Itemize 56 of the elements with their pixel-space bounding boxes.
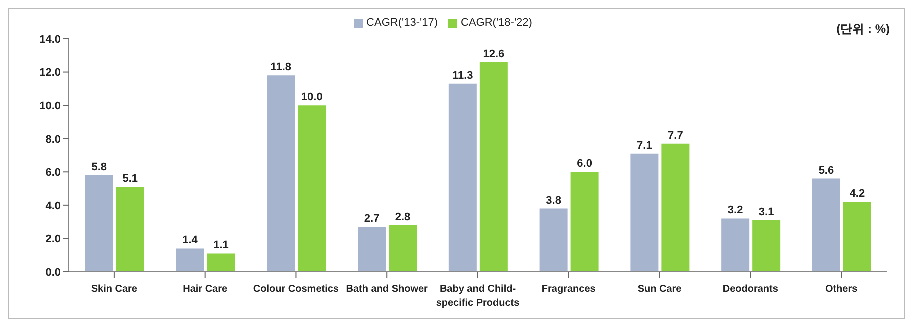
x-tick-label: Sun Care bbox=[638, 284, 682, 295]
legend-label: CAGR('18-'22) bbox=[461, 17, 532, 29]
data-label: 3.1 bbox=[758, 206, 774, 218]
x-tick-label: Fragrances bbox=[542, 284, 596, 295]
data-label: 7.7 bbox=[668, 130, 684, 142]
x-tick-label: Hair Care bbox=[183, 284, 228, 295]
bar bbox=[540, 208, 568, 272]
bar bbox=[480, 62, 508, 272]
data-label: 10.0 bbox=[301, 92, 323, 104]
data-label: 2.7 bbox=[364, 213, 380, 226]
y-tick-label: 2.0 bbox=[46, 234, 61, 246]
x-tick-label: Others bbox=[825, 284, 858, 295]
y-tick-label: 14.0 bbox=[40, 34, 61, 46]
data-label: 7.1 bbox=[637, 140, 652, 152]
bar bbox=[85, 175, 114, 272]
bar bbox=[752, 220, 781, 272]
x-tick-label: Baby and Child-specific Products bbox=[436, 284, 520, 309]
bar bbox=[298, 106, 326, 272]
bar bbox=[267, 76, 296, 272]
legend-label: CAGR('13-'17) bbox=[366, 17, 438, 29]
bar bbox=[812, 178, 840, 272]
y-tick-label: 12.0 bbox=[40, 67, 61, 80]
data-label: 1.4 bbox=[182, 234, 199, 247]
data-label: 12.6 bbox=[483, 48, 505, 60]
bar bbox=[389, 225, 418, 272]
data-label: 3.8 bbox=[546, 194, 562, 207]
data-label: 1.1 bbox=[214, 240, 229, 252]
bar bbox=[448, 84, 477, 272]
bar bbox=[843, 202, 872, 272]
data-label: 5.8 bbox=[92, 161, 108, 174]
bar bbox=[358, 227, 386, 272]
bar bbox=[207, 254, 236, 272]
x-tick-label: Colour Cosmetics bbox=[253, 284, 340, 295]
x-tick-label: Deodorants bbox=[722, 284, 779, 295]
data-label: 4.2 bbox=[850, 188, 866, 200]
data-label: 11.3 bbox=[452, 70, 474, 82]
bar bbox=[722, 218, 750, 272]
bar bbox=[630, 154, 659, 272]
bar bbox=[570, 172, 599, 272]
y-tick-label: 6.0 bbox=[46, 167, 61, 180]
y-tick-label: 0.0 bbox=[46, 266, 61, 279]
y-tick-label: 8.0 bbox=[46, 134, 61, 146]
text: (단위 : %) bbox=[836, 21, 890, 38]
bar bbox=[176, 248, 204, 272]
bar bbox=[116, 187, 144, 272]
y-tick-label: 4.0 bbox=[46, 200, 61, 212]
data-label: 3.2 bbox=[728, 204, 744, 217]
data-label: 2.8 bbox=[395, 211, 411, 224]
x-tick-label: Bath and Shower bbox=[346, 284, 428, 295]
y-tick-label: 10.0 bbox=[40, 100, 61, 112]
data-label: 5.1 bbox=[122, 173, 138, 186]
data-label: 11.8 bbox=[270, 62, 292, 74]
bar bbox=[662, 144, 690, 272]
data-label: 6.0 bbox=[577, 158, 592, 170]
data-label: 5.6 bbox=[818, 164, 834, 177]
x-tick-label: Skin Care bbox=[91, 284, 138, 295]
